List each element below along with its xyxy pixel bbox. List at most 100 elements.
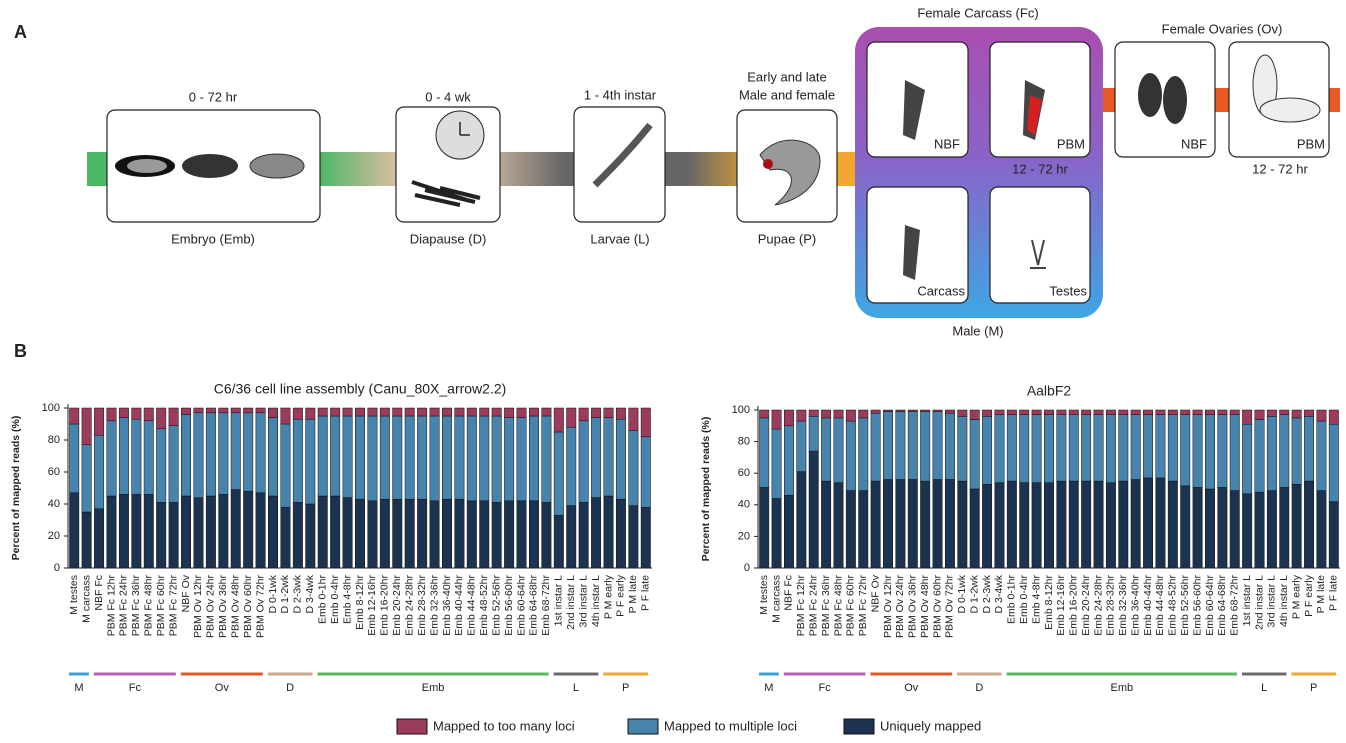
bar-segment	[1007, 481, 1016, 568]
bar-segment	[330, 496, 339, 568]
bar-segment	[1007, 410, 1016, 415]
bar-segment	[1304, 481, 1313, 568]
x-tick-label: PBM Ov 36hr	[907, 575, 919, 639]
box-label: NBF	[1181, 136, 1207, 151]
x-tick-label: PBM Ov 72hr	[254, 575, 266, 639]
bar-segment	[1267, 416, 1276, 490]
bar-segment	[604, 496, 613, 568]
bar-segment	[1329, 424, 1338, 501]
bar-segment	[1020, 410, 1029, 415]
y-tick-label: 20	[48, 530, 60, 542]
bar-segment	[181, 414, 190, 496]
bar-segment	[1292, 410, 1301, 418]
bar-segment	[641, 408, 650, 437]
bar-segment	[641, 437, 650, 507]
x-tick-label: P M early	[602, 574, 614, 619]
bar-segment	[1032, 483, 1041, 568]
chart-title: AalbF2	[1027, 383, 1072, 399]
bar-segment	[1193, 487, 1202, 568]
bar-segment	[772, 410, 781, 429]
x-tick-label: Emb 0-1hr	[317, 575, 329, 625]
bar-segment	[1069, 410, 1078, 415]
y-tick-label: 40	[738, 499, 750, 511]
bar-segment	[529, 416, 538, 501]
bar-segment	[343, 408, 352, 416]
x-tick-label: Emb 32-36hr	[428, 575, 440, 636]
bar-segment	[591, 418, 600, 498]
bar-segment	[784, 426, 793, 496]
x-tick-label: PBM Ov 12hr	[192, 575, 204, 639]
bar-segment	[616, 408, 625, 419]
x-tick-label: D 0-1wk	[267, 574, 279, 613]
bar-segment	[1032, 415, 1041, 483]
x-tick-label: 1st instar L	[553, 575, 565, 627]
bar-segment	[1156, 410, 1165, 415]
bar-segment	[1057, 481, 1066, 568]
group-label: Ov	[904, 682, 919, 694]
bar-segment	[579, 421, 588, 503]
bar-segment	[970, 419, 979, 489]
icon	[182, 154, 238, 178]
bar-segment	[1081, 481, 1090, 568]
stage-label: Larvae (L)	[590, 231, 649, 246]
box-label: Carcass	[917, 283, 965, 298]
bar-segment	[442, 416, 451, 499]
legend-swatch	[628, 719, 658, 734]
x-tick-label: M testes	[758, 575, 770, 615]
x-tick-label: 1st instar L	[1241, 575, 1253, 627]
bar-segment	[156, 429, 165, 503]
bar-segment	[293, 419, 302, 502]
bar-segment	[194, 413, 203, 498]
bar-segment	[821, 410, 830, 418]
x-tick-label: NBF Ov	[180, 574, 192, 612]
bar-segment	[1044, 410, 1053, 415]
stage-time: Early and late	[747, 69, 827, 84]
bar-segment	[94, 435, 103, 509]
bar-segment	[995, 415, 1004, 483]
x-tick-label: Emb 12-16hr	[1055, 575, 1067, 636]
bar-segment	[1317, 491, 1326, 568]
bar-segment	[1280, 410, 1289, 415]
bar-segment	[194, 498, 203, 568]
x-tick-label: Emb 24-28hr	[403, 575, 415, 636]
box-label: 12 - 72 hr	[1252, 161, 1308, 176]
x-tick-label: PBM Fc 48hr	[832, 575, 844, 637]
bar-segment	[69, 408, 78, 424]
y-tick-label: 60	[738, 467, 750, 479]
bar-segment	[1242, 494, 1251, 568]
chart-title: C6/36 cell line assembly (Canu_80X_arrow…	[214, 381, 507, 397]
bar-segment	[1044, 415, 1053, 483]
x-tick-label: Emb 16-20hr	[379, 575, 391, 636]
bar-segment	[1280, 487, 1289, 568]
bar-segment	[467, 408, 476, 416]
bar-segment	[330, 416, 339, 496]
bar-segment	[169, 426, 178, 503]
box-label: PBM	[1297, 136, 1325, 151]
bar-segment	[1193, 410, 1202, 415]
bar-segment	[1317, 410, 1326, 421]
icon	[1260, 98, 1320, 122]
x-tick-label: 2nd instar L	[565, 575, 577, 630]
bar-segment	[1168, 415, 1177, 481]
bar-segment	[616, 499, 625, 568]
bar-segment	[995, 483, 1004, 568]
bar-segment	[933, 412, 942, 480]
bar-segment	[330, 408, 339, 416]
x-tick-label: P F late	[1328, 575, 1340, 611]
box-label: Testes	[1049, 283, 1087, 298]
bar-segment	[1255, 492, 1264, 568]
x-tick-label: PBM Fc 24hr	[118, 575, 130, 637]
bar-segment	[970, 489, 979, 568]
x-tick-label: PBM Ov 60hr	[931, 575, 943, 639]
bar-segment	[982, 410, 991, 416]
bar-segment	[1317, 421, 1326, 491]
bar-segment	[430, 408, 439, 416]
y-tick-label: 80	[48, 434, 60, 446]
bar-segment	[355, 416, 364, 499]
bar-segment	[567, 506, 576, 568]
stage-time: 0 - 72 hr	[189, 89, 238, 104]
bar-segment	[243, 408, 252, 413]
legend-swatch	[844, 719, 874, 734]
bar-segment	[293, 408, 302, 419]
bar-segment	[480, 501, 489, 568]
